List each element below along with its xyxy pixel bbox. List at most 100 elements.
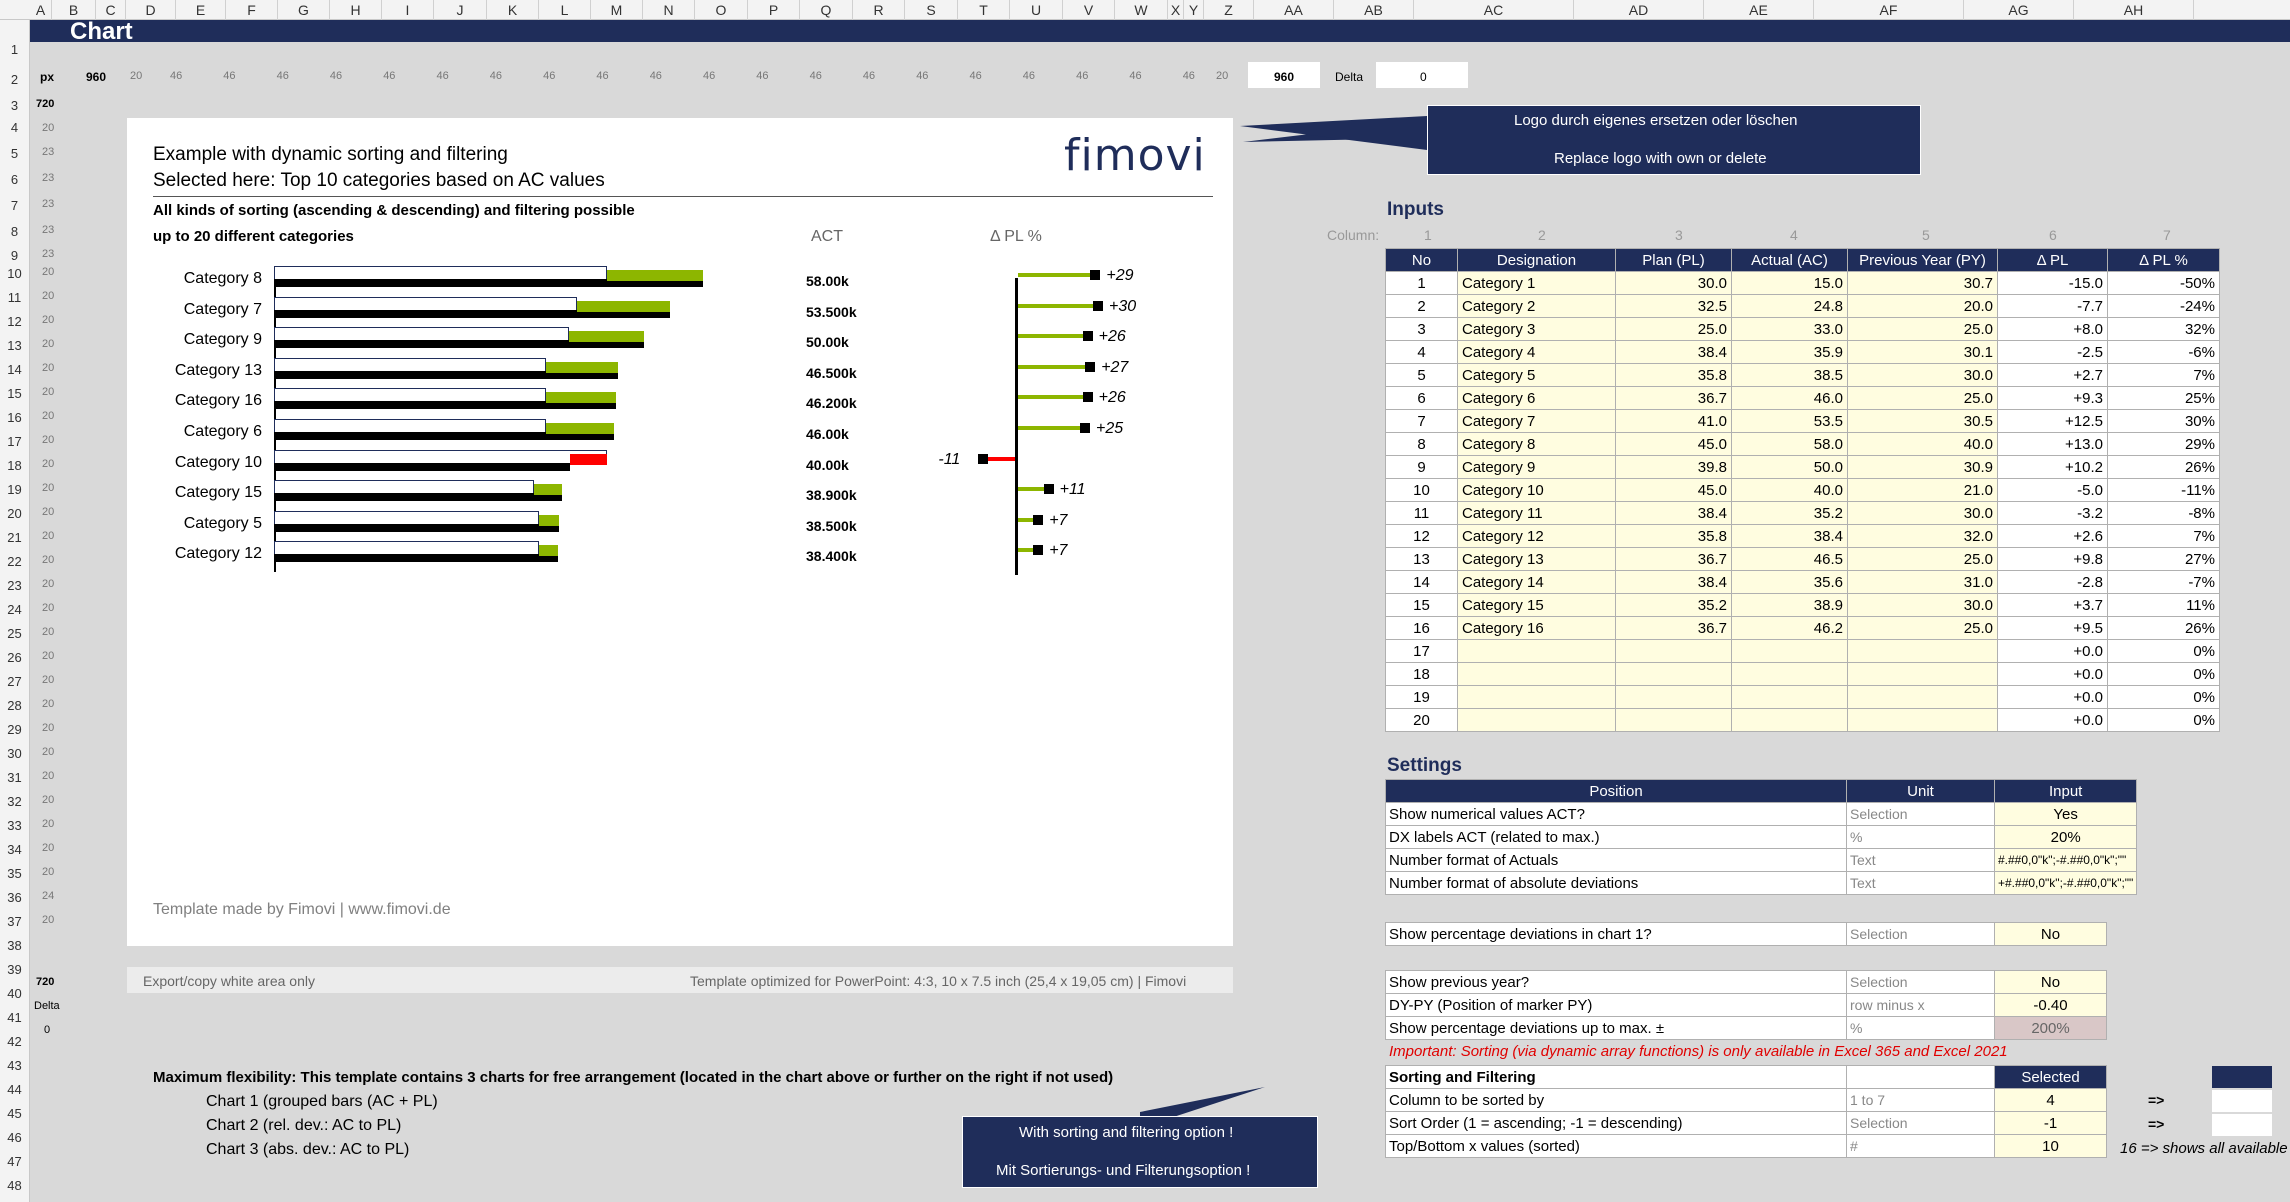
inputs-cell[interactable]: Category 11: [1457, 501, 1616, 525]
inputs-cell[interactable]: 45.0: [1615, 432, 1732, 456]
column-header-P[interactable]: P: [748, 0, 800, 20]
row-header-19[interactable]: 19: [7, 482, 22, 497]
row-header-35[interactable]: 35: [7, 866, 22, 881]
column-header-AH[interactable]: AH: [2074, 0, 2194, 20]
inputs-cell[interactable]: 36.7: [1615, 616, 1732, 640]
column-header-X[interactable]: X: [1168, 0, 1184, 20]
row-header-44[interactable]: 44: [7, 1082, 22, 1097]
column-header-M[interactable]: M: [591, 0, 643, 20]
inputs-cell[interactable]: 36.7: [1615, 386, 1732, 410]
row-header-28[interactable]: 28: [7, 698, 22, 713]
setting-input[interactable]: #.##0,0"k";-#.##0,0"k";"": [1993, 848, 2138, 872]
inputs-cell[interactable]: 38.9: [1731, 593, 1848, 617]
inputs-cell[interactable]: [1731, 639, 1848, 663]
column-header-L[interactable]: L: [539, 0, 591, 20]
row-header-25[interactable]: 25: [7, 626, 22, 641]
inputs-cell[interactable]: 32.0: [1847, 524, 1998, 548]
inputs-cell[interactable]: [1457, 708, 1616, 732]
row-header-48[interactable]: 48: [7, 1178, 22, 1193]
inputs-cell[interactable]: Category 7: [1457, 409, 1616, 433]
inputs-cell[interactable]: 38.4: [1731, 524, 1848, 548]
row-header-5[interactable]: 5: [10, 146, 19, 161]
inputs-cell[interactable]: 25.0: [1847, 616, 1998, 640]
column-header-Z[interactable]: Z: [1204, 0, 1254, 20]
inputs-cell[interactable]: [1615, 708, 1732, 732]
inputs-cell[interactable]: 58.0: [1731, 432, 1848, 456]
row-header-37[interactable]: 37: [7, 914, 22, 929]
column-header-D[interactable]: D: [126, 0, 176, 20]
inputs-cell[interactable]: Category 8: [1457, 432, 1616, 456]
inputs-cell[interactable]: Category 5: [1457, 363, 1616, 387]
setting-input[interactable]: +#.##0,0"k";-#.##0,0"k";"": [1993, 871, 2138, 895]
inputs-cell[interactable]: 46.0: [1731, 386, 1848, 410]
inputs-cell[interactable]: Category 3: [1457, 317, 1616, 341]
inputs-cell[interactable]: 40.0: [1731, 478, 1848, 502]
column-header-C[interactable]: C: [96, 0, 126, 20]
column-header-S[interactable]: S: [905, 0, 958, 20]
inputs-cell[interactable]: 38.5: [1731, 363, 1848, 387]
inputs-cell[interactable]: [1615, 662, 1732, 686]
inputs-cell[interactable]: [1457, 662, 1616, 686]
column-header-AB[interactable]: AB: [1334, 0, 1414, 20]
inputs-cell[interactable]: 46.2: [1731, 616, 1848, 640]
column-header-B[interactable]: B: [52, 0, 96, 20]
column-header-F[interactable]: F: [226, 0, 278, 20]
column-header-O[interactable]: O: [695, 0, 748, 20]
inputs-cell[interactable]: [1847, 708, 1998, 732]
total-cell[interactable]: [1248, 62, 1320, 88]
setting-input[interactable]: No: [1994, 970, 2107, 994]
inputs-cell[interactable]: 21.0: [1847, 478, 1998, 502]
inputs-cell[interactable]: 40.0: [1847, 432, 1998, 456]
row-header-21[interactable]: 21: [7, 530, 22, 545]
inputs-cell[interactable]: 38.4: [1615, 501, 1732, 525]
row-header-11[interactable]: 11: [7, 290, 22, 305]
row-header-43[interactable]: 43: [7, 1058, 22, 1073]
column-header-AG[interactable]: AG: [1964, 0, 2074, 20]
inputs-cell[interactable]: 30.1: [1847, 340, 1998, 364]
row-header-7[interactable]: 7: [10, 198, 19, 213]
row-header-2[interactable]: 2: [10, 72, 19, 87]
inputs-cell[interactable]: 25.0: [1847, 547, 1998, 571]
inputs-cell[interactable]: 25.0: [1615, 317, 1732, 341]
row-header-22[interactable]: 22: [7, 554, 22, 569]
column-header-E[interactable]: E: [176, 0, 226, 20]
inputs-cell[interactable]: 45.0: [1615, 478, 1732, 502]
inputs-cell[interactable]: 32.5: [1615, 294, 1732, 318]
inputs-cell[interactable]: [1457, 639, 1616, 663]
column-header-H[interactable]: H: [330, 0, 382, 20]
setting-input[interactable]: -1: [1994, 1111, 2107, 1135]
row-header-42[interactable]: 42: [7, 1034, 22, 1049]
inputs-cell[interactable]: Category 13: [1457, 547, 1616, 571]
setting-input[interactable]: Yes: [1993, 802, 2138, 826]
column-header-AC[interactable]: AC: [1414, 0, 1574, 20]
inputs-cell[interactable]: 35.2: [1731, 501, 1848, 525]
inputs-cell[interactable]: [1731, 708, 1848, 732]
inputs-cell[interactable]: Category 4: [1457, 340, 1616, 364]
inputs-cell[interactable]: [1731, 662, 1848, 686]
row-header-26[interactable]: 26: [7, 650, 22, 665]
column-header-AF[interactable]: AF: [1814, 0, 1964, 20]
inputs-cell[interactable]: [1615, 639, 1732, 663]
inputs-cell[interactable]: 53.5: [1731, 409, 1848, 433]
inputs-cell[interactable]: 30.0: [1847, 363, 1998, 387]
inputs-cell[interactable]: 35.6: [1731, 570, 1848, 594]
inputs-cell[interactable]: [1457, 685, 1616, 709]
setting-input[interactable]: 200%: [1994, 1016, 2107, 1040]
column-header-T[interactable]: T: [958, 0, 1010, 20]
inputs-cell[interactable]: 35.8: [1615, 363, 1732, 387]
inputs-cell[interactable]: 35.2: [1615, 593, 1732, 617]
row-header-45[interactable]: 45: [7, 1106, 22, 1121]
row-header-27[interactable]: 27: [7, 674, 22, 689]
inputs-cell[interactable]: [1731, 685, 1848, 709]
inputs-cell[interactable]: Category 2: [1457, 294, 1616, 318]
setting-input[interactable]: 4: [1994, 1088, 2107, 1112]
inputs-cell[interactable]: 30.0: [1615, 271, 1732, 295]
row-header-47[interactable]: 47: [7, 1154, 22, 1169]
row-header-10[interactable]: 10: [7, 266, 22, 281]
column-header-V[interactable]: V: [1063, 0, 1115, 20]
row-header-16[interactable]: 16: [7, 410, 22, 425]
column-header-U[interactable]: U: [1010, 0, 1063, 20]
inputs-cell[interactable]: Category 1: [1457, 271, 1616, 295]
row-header-36[interactable]: 36: [7, 890, 22, 905]
row-header-38[interactable]: 38: [7, 938, 22, 953]
